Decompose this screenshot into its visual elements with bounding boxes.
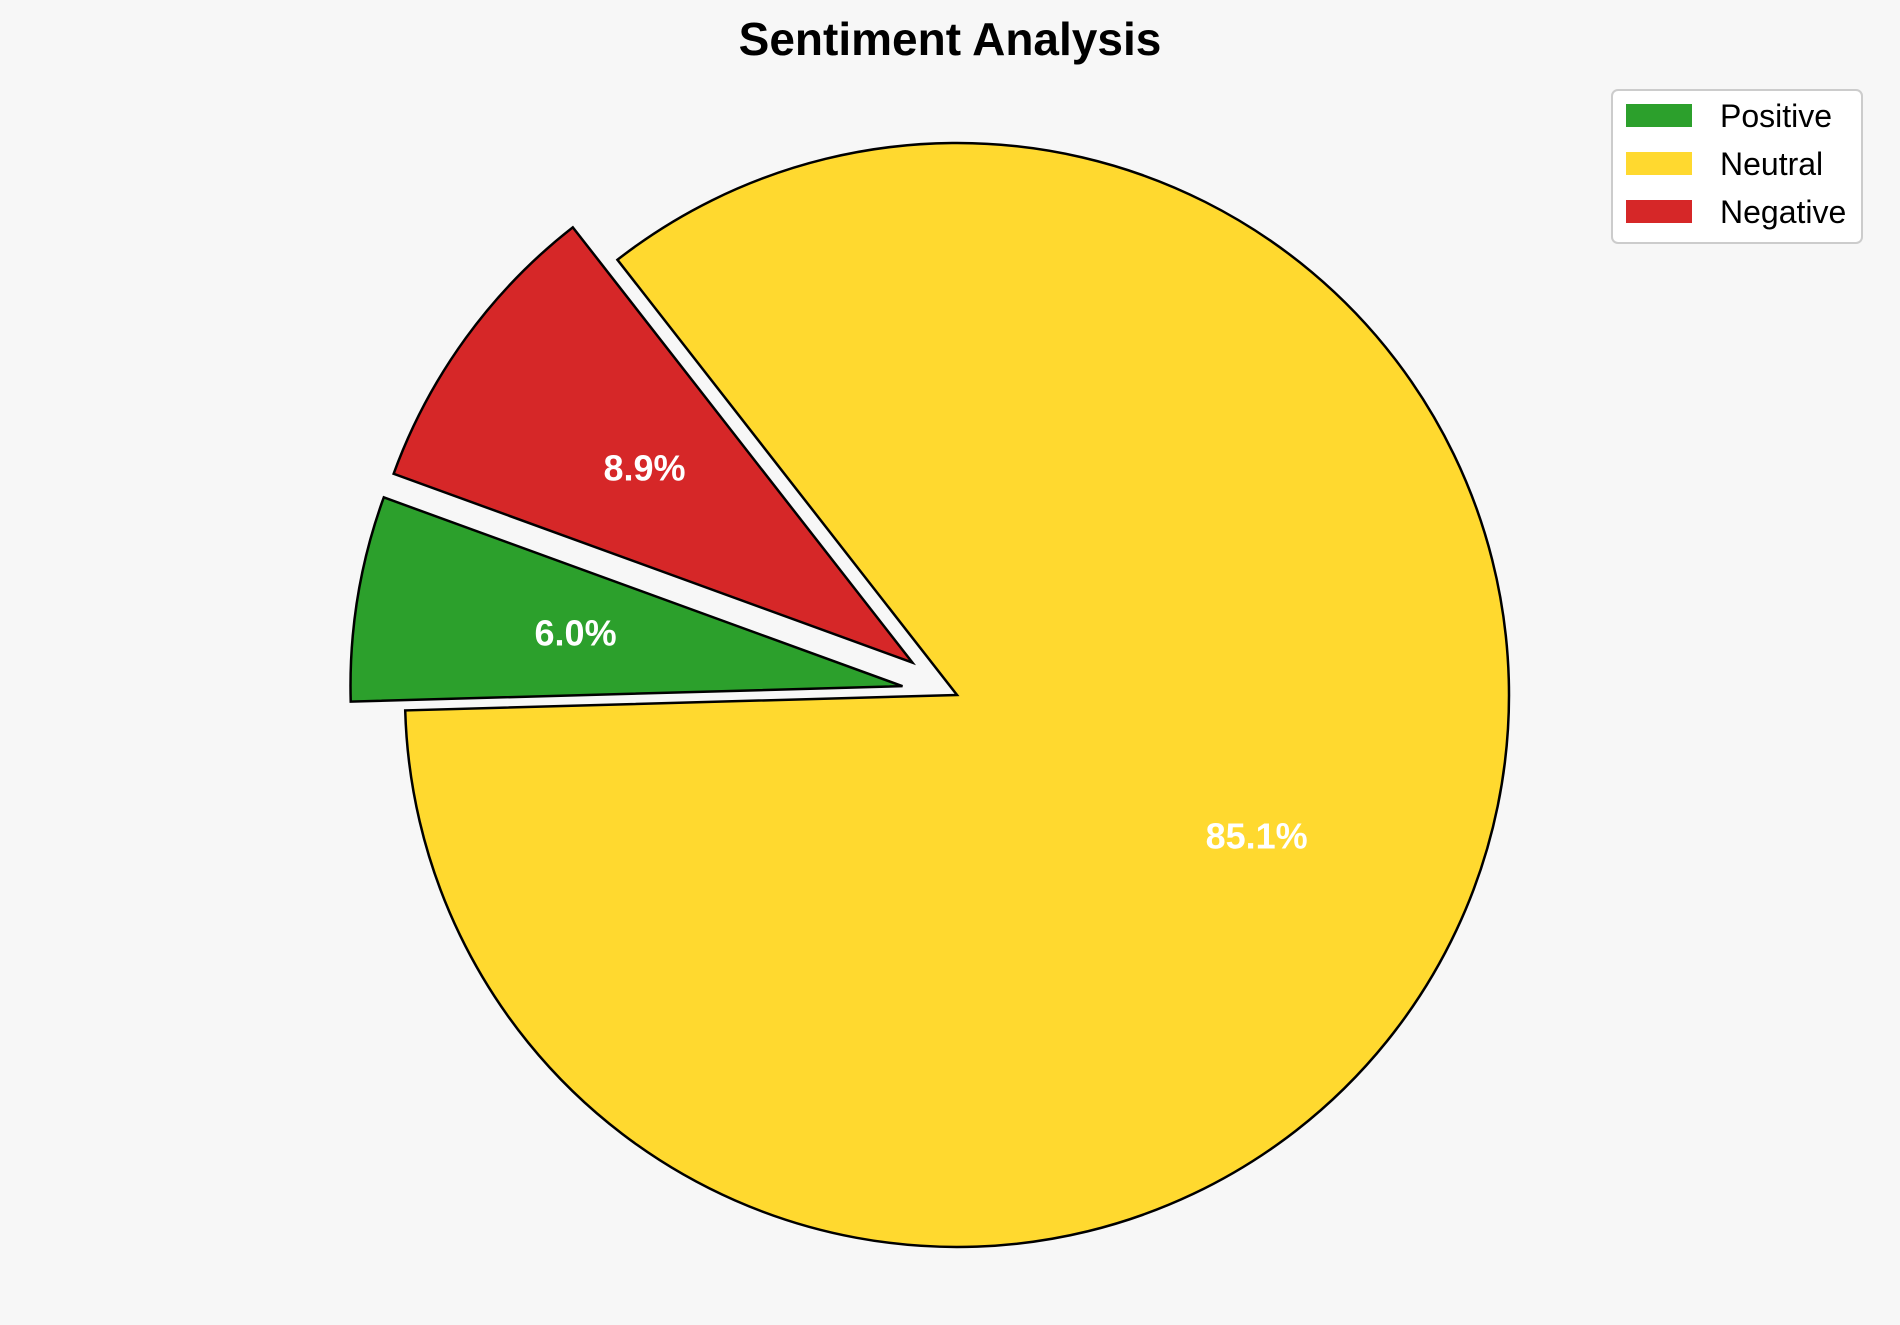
legend-label-neutral: Neutral [1720,146,1823,182]
legend-swatch-neutral [1626,152,1692,175]
pie-slice-labels: 6.0% 85.1% 8.9% [535,447,1308,856]
pie-slices [349,141,1511,1249]
slice-label-neutral: 85.1% [1206,816,1308,857]
legend-swatch-negative [1626,200,1692,223]
legend: Positive Neutral Negative [1611,89,1863,244]
slice-label-positive: 6.0% [535,613,617,654]
legend-swatch-positive [1626,104,1692,127]
pie-slice-negative [392,225,917,666]
legend-label-negative: Negative [1720,194,1846,230]
legend-label-positive: Positive [1720,98,1832,134]
pie-slice-neutral [403,141,1511,1249]
pie-slice-positive [349,495,903,703]
chart-title: Sentiment Analysis [739,13,1162,65]
slice-label-negative: 8.9% [603,447,685,488]
